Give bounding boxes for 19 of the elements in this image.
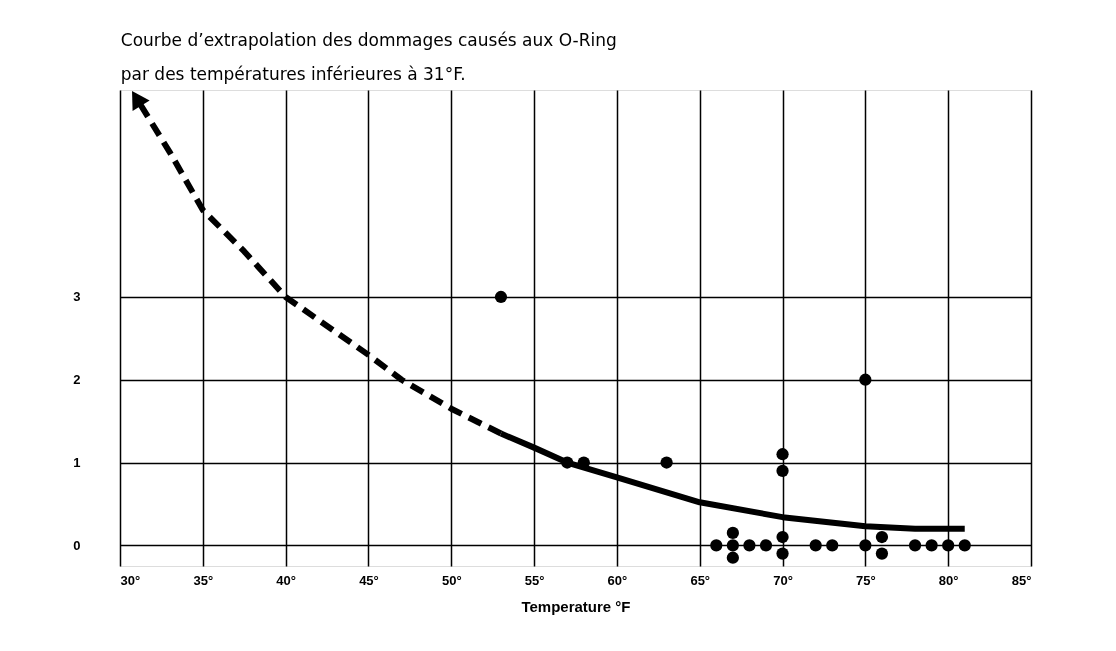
- x-tick-label: 55°: [524, 572, 545, 588]
- text: Courbe d’extrapolation des dommages causés aux O-Ring: [120, 30, 617, 50]
- y-tick-label: 1: [73, 455, 81, 471]
- y-tick-label: 3: [73, 289, 81, 305]
- x-tick-label: 85°: [1011, 572, 1032, 588]
- x-tick-label: 70°: [773, 572, 793, 588]
- y-tick-label: 0: [73, 537, 81, 553]
- x-tick-label: 30°: [120, 572, 141, 588]
- x-tick-label: 35°: [193, 572, 214, 588]
- x-tick-label: 50°: [441, 572, 462, 588]
- x-axis-title: Temperature °F: [521, 597, 631, 615]
- y-tick-label: 2: [73, 372, 81, 388]
- x-tick-label: 65°: [690, 572, 711, 588]
- x-tick-label: 75°: [856, 572, 876, 588]
- x-tick-label: 60°: [607, 572, 628, 588]
- text: par des températures inférieures à 31°F.: [120, 64, 466, 84]
- x-tick-label: 40°: [276, 572, 296, 588]
- x-tick-label: 45°: [359, 572, 379, 588]
- x-tick-label: 80°: [938, 572, 959, 588]
